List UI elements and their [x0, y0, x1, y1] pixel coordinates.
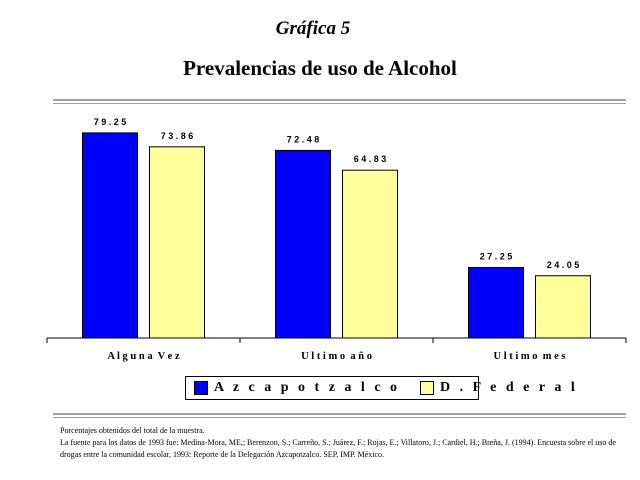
chart-kicker: Gráfica 5 [275, 18, 351, 39]
note-sample: Porcentajes obtenidos del total de la mu… [60, 426, 205, 435]
bar-federal [149, 146, 205, 339]
bar-azcapotzalco [275, 149, 331, 339]
bar-value-label: 2 7 . 2 5 [480, 251, 513, 261]
category-label: U l t i m o a ñ o [301, 351, 372, 362]
bar-value-label: 7 3 . 8 6 [161, 131, 194, 141]
bar-federal [535, 275, 591, 339]
bar-azcapotzalco [468, 266, 524, 339]
bar-value-label: 7 2 . 4 8 [287, 134, 320, 144]
bar-azcapotzalco [82, 132, 138, 339]
legend-item-azcapotzalco: A z c a p o t z a l c o [186, 380, 400, 396]
bottom-rule-thin [53, 417, 626, 418]
chart-title: Prevalencias de uso de Alcohol [183, 56, 457, 80]
bar-value-label: 2 4 . 0 5 [547, 260, 580, 270]
chart-legend: A z c a p o t z a l c o D . F e d e r a … [185, 376, 575, 400]
legend-label-azcapotzalco: A z c a p o t z a l c o [214, 380, 401, 395]
category-label: A l g u n a V e z [107, 351, 180, 362]
source-notes: Porcentajes obtenidos del total de la mu… [60, 425, 620, 461]
top-rule [53, 99, 626, 101]
legend-item-federal: D . F e d e r a l [412, 380, 578, 396]
legend-swatch-azcapotzalco [194, 381, 208, 395]
bar-federal [342, 169, 398, 339]
legend-label-federal: D . F e d e r a l [440, 380, 578, 395]
bar-value-label: 7 9 . 2 5 [94, 117, 127, 127]
note-source: La fuente para los datos de 1993 fue: Me… [60, 438, 616, 459]
top-rule-thin [53, 103, 626, 104]
bar-value-label: 6 4 . 8 3 [354, 154, 387, 164]
legend-swatch-federal [420, 381, 435, 395]
category-label: U l t i m o m e s [493, 351, 565, 362]
bottom-rule [53, 413, 626, 415]
